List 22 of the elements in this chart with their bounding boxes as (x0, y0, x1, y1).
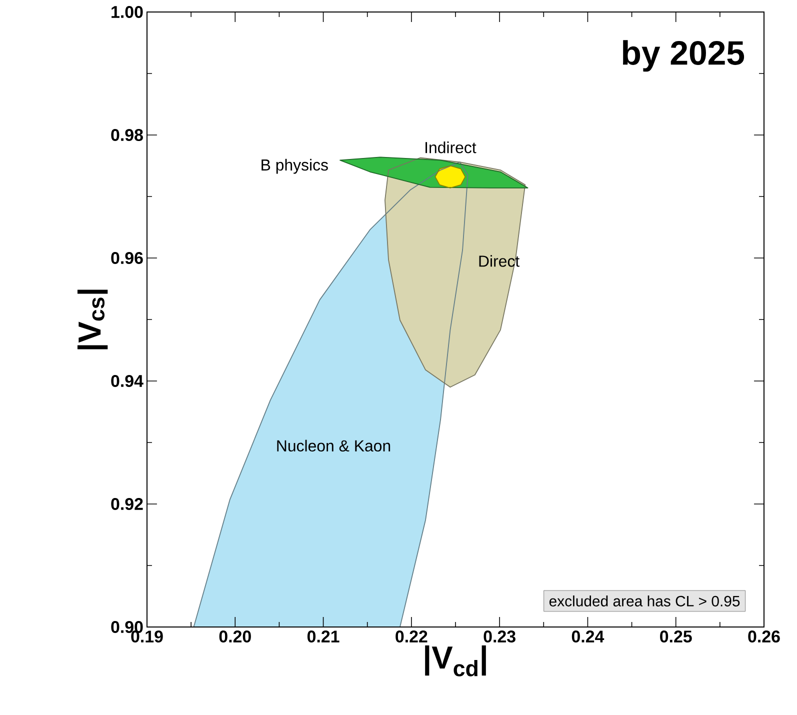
series-label: Nucleon & Kaon (277, 440, 390, 452)
y-tick-label: 0.98 (111, 128, 143, 141)
y-tick-label: 0.92 (111, 498, 143, 510)
y-tick-label: 0.94 (111, 375, 144, 387)
x-tick-label: 0.24 (572, 630, 604, 643)
x-tick-label: 0.25 (660, 630, 692, 643)
x-tick-label: 0.26 (748, 630, 780, 643)
y-tick-label: 0.90 (111, 621, 143, 633)
annotation: excluded area has CL > 0.95 (549, 595, 740, 606)
x-axis-title: |V$_{cd}$| (425, 645, 486, 676)
y-axis-title: |V$_{cs}$| (77, 290, 108, 350)
x-tick-label: 0.21 (307, 630, 340, 643)
x-tick-label: 0.22 (396, 630, 428, 643)
x-tick-label: 0.23 (484, 630, 516, 643)
y-tick-label: 1.00 (112, 6, 143, 18)
x-tick-label: 0.20 (219, 630, 251, 643)
x-tick-label: 0.19 (131, 630, 163, 643)
series-label: Direct (479, 255, 520, 267)
y-tick-label: 0.96 (111, 252, 143, 264)
series-label: Indirect (426, 142, 476, 154)
series-label: B physics (262, 158, 328, 174)
annotation: by 2025 (622, 40, 744, 72)
